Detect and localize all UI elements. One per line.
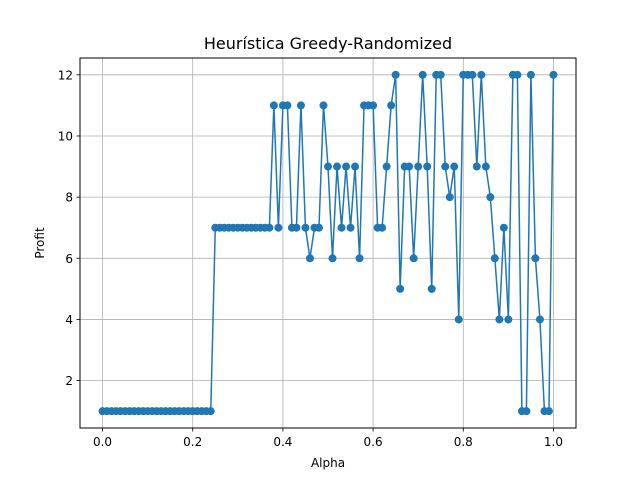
data-point bbox=[531, 254, 540, 263]
data-point bbox=[296, 101, 305, 110]
data-point bbox=[283, 101, 292, 110]
data-point bbox=[342, 162, 351, 171]
data-point bbox=[549, 70, 558, 79]
data-point bbox=[333, 162, 342, 171]
x-tick-label: 1.0 bbox=[544, 435, 563, 449]
data-point bbox=[504, 315, 513, 324]
data-point bbox=[328, 254, 337, 263]
data-point bbox=[319, 101, 328, 110]
data-point bbox=[499, 223, 508, 232]
y-tick-label: 2 bbox=[65, 374, 73, 388]
data-point bbox=[490, 254, 499, 263]
data-point bbox=[468, 70, 477, 79]
data-point bbox=[269, 101, 278, 110]
data-point bbox=[265, 223, 274, 232]
x-tick-label: 0.6 bbox=[364, 435, 383, 449]
data-point bbox=[544, 407, 553, 416]
data-point bbox=[486, 193, 495, 202]
x-tick-label: 0.0 bbox=[93, 435, 112, 449]
data-point bbox=[387, 101, 396, 110]
x-axis-label: Alpha bbox=[311, 456, 345, 470]
data-point bbox=[441, 162, 450, 171]
data-point bbox=[445, 193, 454, 202]
data-point bbox=[301, 223, 310, 232]
data-point bbox=[369, 101, 378, 110]
y-tick-label: 10 bbox=[58, 129, 73, 143]
data-point bbox=[423, 162, 432, 171]
data-point bbox=[418, 70, 427, 79]
data-point bbox=[337, 223, 346, 232]
y-tick-label: 6 bbox=[65, 252, 73, 266]
y-tick-label: 12 bbox=[58, 68, 73, 82]
data-point bbox=[405, 162, 414, 171]
data-point bbox=[495, 315, 504, 324]
chart-title: Heurística Greedy-Randomized bbox=[204, 34, 452, 53]
data-point bbox=[382, 162, 391, 171]
data-point bbox=[477, 70, 486, 79]
data-point bbox=[472, 162, 481, 171]
data-point bbox=[535, 315, 544, 324]
data-point bbox=[513, 70, 522, 79]
y-tick-label: 4 bbox=[65, 313, 73, 327]
data-point bbox=[355, 254, 364, 263]
x-tick-label: 0.4 bbox=[273, 435, 292, 449]
data-point bbox=[409, 254, 418, 263]
data-point bbox=[274, 223, 283, 232]
data-point bbox=[481, 162, 490, 171]
x-tick-label: 0.8 bbox=[454, 435, 473, 449]
y-axis-label: Profit bbox=[33, 227, 47, 259]
data-point bbox=[450, 162, 459, 171]
data-point bbox=[436, 70, 445, 79]
data-point bbox=[414, 162, 423, 171]
data-point bbox=[391, 70, 400, 79]
data-point bbox=[346, 223, 355, 232]
data-point bbox=[522, 407, 531, 416]
data-point bbox=[454, 315, 463, 324]
data-point bbox=[526, 70, 535, 79]
data-point bbox=[305, 254, 314, 263]
series-group bbox=[98, 70, 558, 416]
data-point bbox=[206, 407, 215, 416]
data-point bbox=[314, 223, 323, 232]
data-point bbox=[396, 284, 405, 293]
data-point bbox=[324, 162, 332, 171]
data-point bbox=[427, 284, 436, 293]
data-point bbox=[351, 162, 360, 171]
x-tick-label: 0.2 bbox=[183, 435, 202, 449]
y-tick-label: 8 bbox=[65, 191, 73, 205]
ticks: 0.0 0.2 0.4 0.6 0.8 1.0 2 4 6 8 10 12 bbox=[58, 68, 563, 449]
plot-area-frame bbox=[79, 57, 577, 429]
data-point bbox=[378, 223, 387, 232]
data-point bbox=[292, 223, 301, 232]
